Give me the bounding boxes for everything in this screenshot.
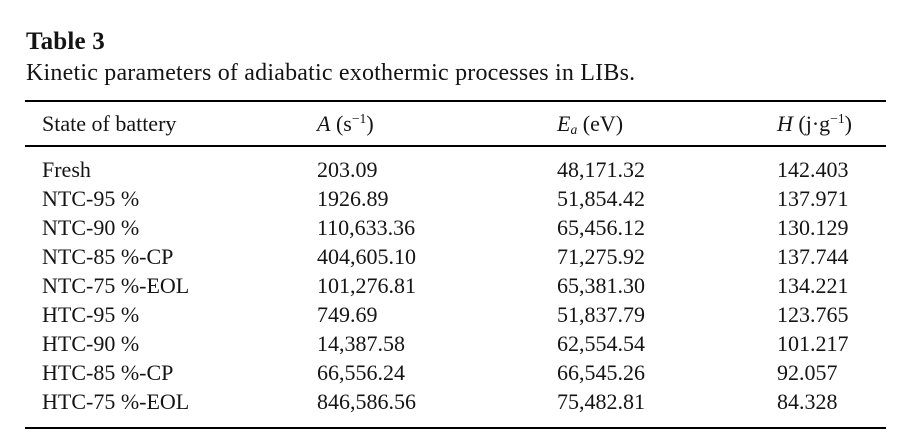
cell-a: 14,387.58: [317, 331, 405, 356]
cell-ea: 48,171.32: [557, 157, 645, 182]
table-block: Table 3 Kinetic parameters of adiabatic …: [25, 28, 886, 429]
cell-a: 66,556.24: [317, 360, 405, 385]
cell-state: NTC-75 %-EOL: [42, 273, 190, 298]
table-header: State of battery A (s−1) Ea (eV) H (j·g−…: [25, 101, 886, 147]
cell-state: NTC-95 %: [42, 186, 140, 211]
unit-text: (s: [330, 110, 352, 136]
cell-state: HTC-90 %: [42, 331, 140, 356]
cell-state: HTC-95 %: [42, 302, 140, 327]
cell-h: 84.328: [777, 389, 838, 414]
column-header-ea: Ea (eV): [557, 101, 777, 147]
table-caption: Kinetic parameters of adiabatic exotherm…: [26, 60, 636, 86]
cell-state: NTC-90 %: [42, 215, 140, 240]
cell-a: 203.09: [317, 157, 378, 182]
table-row: HTC-85 %-CP 66,556.24 66,545.26 92.057: [25, 358, 886, 387]
cell-a: 1926.89: [317, 186, 389, 211]
table-label: Table 3: [26, 28, 105, 55]
table-row: Fresh 203.09 48,171.32 142.403: [25, 146, 886, 184]
cell-a: 846,586.56: [317, 389, 416, 414]
symbol-subscript-a: a: [570, 121, 578, 137]
cell-ea: 75,482.81: [557, 389, 645, 414]
cell-a: 749.69: [317, 302, 378, 327]
cell-h: 130.129: [777, 215, 849, 240]
unit-text: ): [844, 110, 852, 136]
cell-a: 404,605.10: [317, 244, 416, 269]
cell-state: Fresh: [42, 157, 91, 182]
table-row: HTC-95 % 749.69 51,837.79 123.765: [25, 300, 886, 329]
symbol-a: A: [317, 110, 331, 136]
unit-superscript: −1: [351, 111, 367, 126]
cell-h: 137.971: [777, 186, 849, 211]
column-header-h: H (j·g−1): [777, 101, 886, 147]
table-row: NTC-85 %-CP 404,605.10 71,275.92 137.744: [25, 242, 886, 271]
cell-h: 92.057: [777, 360, 838, 385]
cell-state: HTC-75 %-EOL: [42, 389, 190, 414]
cell-ea: 65,381.30: [557, 273, 645, 298]
unit-superscript: −1: [830, 111, 845, 126]
cell-h: 101.217: [777, 331, 849, 356]
cell-h: 134.221: [777, 273, 849, 298]
cell-h: 142.403: [777, 157, 849, 182]
cell-ea: 62,554.54: [557, 331, 645, 356]
cell-state: NTC-85 %-CP: [42, 244, 174, 269]
header-text: State of battery: [42, 110, 177, 136]
column-header-state: State of battery: [25, 101, 317, 147]
cell-a: 101,276.81: [317, 273, 416, 298]
unit-text: (eV): [577, 110, 624, 136]
table-row: HTC-75 %-EOL 846,586.56 75,482.81 84.328: [25, 387, 886, 428]
cell-ea: 51,854.42: [557, 186, 645, 211]
table-row: NTC-75 %-EOL 101,276.81 65,381.30 134.221: [25, 271, 886, 300]
cell-h: 137.744: [777, 244, 849, 269]
cell-ea: 51,837.79: [557, 302, 645, 327]
cell-a: 110,633.36: [317, 215, 416, 240]
cell-ea: 65,456.12: [557, 215, 645, 240]
table-body: Fresh 203.09 48,171.32 142.403 NTC-95 % 1926.…: [25, 146, 886, 428]
kinetic-parameters-table: State of battery A (s−1) Ea (eV) H (j·g−…: [25, 100, 886, 429]
symbol-h: H: [777, 110, 793, 136]
unit-text: (j·g: [792, 110, 831, 136]
unit-text: ): [366, 110, 374, 136]
column-header-a: A (s−1): [317, 101, 557, 147]
table-row: NTC-90 % 110,633.36 65,456.12 130.129: [25, 213, 886, 242]
header-row: State of battery A (s−1) Ea (eV) H (j·g−…: [25, 101, 886, 147]
symbol-e: E: [557, 110, 571, 136]
table-row: HTC-90 % 14,387.58 62,554.54 101.217: [25, 329, 886, 358]
cell-h: 123.765: [777, 302, 849, 327]
cell-ea: 66,545.26: [557, 360, 645, 385]
cell-state: HTC-85 %-CP: [42, 360, 174, 385]
table-row: NTC-95 % 1926.89 51,854.42 137.971: [25, 184, 886, 213]
cell-ea: 71,275.92: [557, 244, 645, 269]
